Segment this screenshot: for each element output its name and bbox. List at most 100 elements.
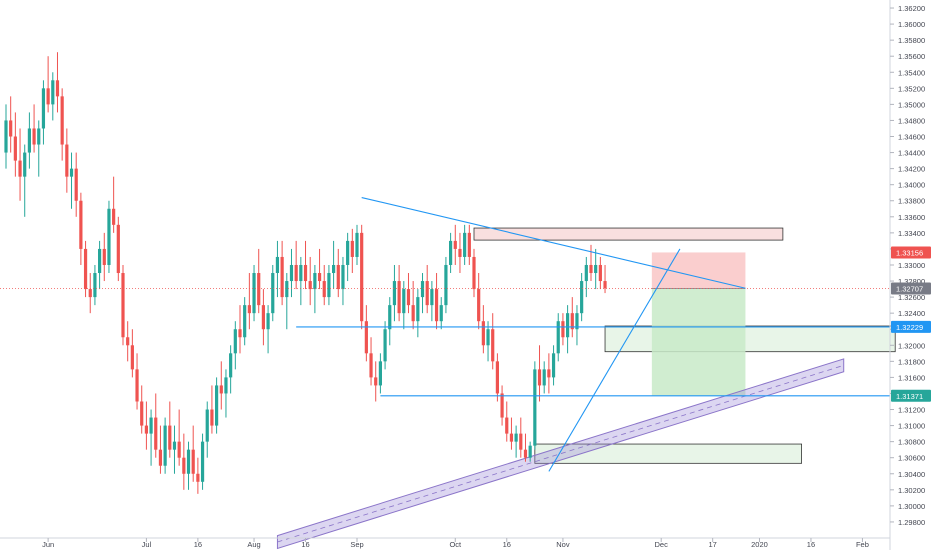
candle-bearish[interactable] bbox=[182, 433, 186, 490]
candle-bullish[interactable] bbox=[556, 313, 560, 362]
candle-bearish[interactable] bbox=[397, 264, 401, 322]
candle-bullish[interactable] bbox=[514, 425, 518, 458]
candle-bearish[interactable] bbox=[350, 228, 354, 274]
candle-bullish[interactable] bbox=[224, 369, 228, 418]
candle-bearish[interactable] bbox=[154, 393, 158, 458]
candle-bearish[interactable] bbox=[196, 457, 200, 494]
candle-bearish[interactable] bbox=[116, 216, 120, 282]
candle-bullish[interactable] bbox=[163, 417, 167, 474]
candle-bullish[interactable] bbox=[243, 297, 247, 346]
candle-bullish[interactable] bbox=[463, 224, 467, 265]
candle-bearish[interactable] bbox=[481, 305, 485, 354]
resistance-zone[interactable] bbox=[473, 227, 784, 241]
candle-bullish[interactable] bbox=[580, 273, 584, 322]
candle-bearish[interactable] bbox=[60, 88, 64, 161]
candle-bearish[interactable] bbox=[561, 313, 565, 346]
candle-bearish[interactable] bbox=[210, 385, 214, 434]
candle-bearish[interactable] bbox=[603, 264, 607, 294]
candle-bearish[interactable] bbox=[83, 240, 88, 298]
candle-bearish[interactable] bbox=[467, 224, 471, 265]
candle-bearish[interactable] bbox=[79, 192, 83, 265]
candle-bearish[interactable] bbox=[112, 176, 116, 233]
candle-bearish[interactable] bbox=[453, 224, 457, 265]
candle-bearish[interactable] bbox=[491, 313, 495, 370]
candle-bullish[interactable] bbox=[486, 321, 490, 362]
candle-bullish[interactable] bbox=[299, 256, 303, 306]
candle-bearish[interactable] bbox=[369, 337, 373, 386]
candle-bullish[interactable] bbox=[542, 361, 546, 394]
support-zone[interactable] bbox=[604, 325, 896, 353]
candle-bullish[interactable] bbox=[430, 281, 434, 322]
candle-bullish[interactable] bbox=[444, 256, 448, 314]
candle-bearish[interactable] bbox=[322, 264, 326, 306]
candle-bullish[interactable] bbox=[200, 433, 205, 490]
candle-bullish[interactable] bbox=[355, 224, 359, 265]
candle-bearish[interactable] bbox=[140, 385, 144, 434]
candle-bullish[interactable] bbox=[392, 264, 397, 322]
candle-bearish[interactable] bbox=[238, 305, 242, 354]
candle-bearish[interactable] bbox=[126, 321, 130, 362]
candle-bearish[interactable] bbox=[191, 425, 195, 482]
candle-bullish[interactable] bbox=[93, 264, 97, 306]
take-profit-zone[interactable] bbox=[651, 288, 746, 396]
candle-bullish[interactable] bbox=[37, 120, 41, 177]
candle-bearish[interactable] bbox=[336, 248, 340, 298]
candle-bullish[interactable] bbox=[205, 401, 209, 458]
candle-bearish[interactable] bbox=[18, 128, 22, 201]
candle-bullish[interactable] bbox=[229, 345, 233, 394]
candle-bearish[interactable] bbox=[598, 256, 602, 290]
candle-bearish[interactable] bbox=[88, 273, 92, 314]
candle-bullish[interactable] bbox=[27, 112, 31, 169]
price-axis[interactable]: 1.36200 1.36000 1.35800 1.35600 1.35400 1.352… bbox=[889, 0, 925, 550]
candle-bearish[interactable] bbox=[472, 248, 476, 298]
candle-bearish[interactable] bbox=[477, 273, 481, 330]
candle-bearish[interactable] bbox=[434, 273, 439, 330]
candle-bearish[interactable] bbox=[537, 345, 542, 402]
trendline[interactable] bbox=[548, 248, 681, 472]
candle-bullish[interactable] bbox=[186, 441, 191, 490]
candle-bearish[interactable] bbox=[458, 232, 462, 274]
candle-bullish[interactable] bbox=[575, 305, 579, 346]
ascending-channel[interactable] bbox=[276, 358, 845, 550]
candle-bullish[interactable] bbox=[449, 232, 453, 274]
candle-bullish[interactable] bbox=[420, 273, 425, 314]
candle-bullish[interactable] bbox=[594, 248, 598, 290]
candle-bullish[interactable] bbox=[275, 240, 280, 298]
candle-bearish[interactable] bbox=[505, 401, 509, 442]
candle-bullish[interactable] bbox=[215, 377, 219, 434]
candle-bearish[interactable] bbox=[589, 244, 593, 282]
candle-bullish[interactable] bbox=[402, 281, 406, 330]
candle-bullish[interactable] bbox=[528, 441, 532, 462]
time-axis[interactable]: Jun Jul 16 Aug 16 Sep Oct 16 Nov Dec 17 2020 16 Feb bbox=[0, 537, 890, 549]
candle-bearish[interactable] bbox=[219, 361, 223, 410]
candle-bearish[interactable] bbox=[13, 112, 17, 177]
candle-bearish[interactable] bbox=[317, 248, 322, 290]
candle-bearish[interactable] bbox=[32, 104, 36, 153]
candle-bullish[interactable] bbox=[233, 321, 237, 370]
support-zone[interactable] bbox=[534, 443, 803, 464]
candle-bearish[interactable] bbox=[495, 353, 499, 402]
candle-bullish[interactable] bbox=[551, 345, 556, 386]
candle-bullish[interactable] bbox=[98, 240, 102, 290]
candle-bearish[interactable] bbox=[261, 289, 265, 346]
candle-bearish[interactable] bbox=[55, 52, 60, 113]
candle-bullish[interactable] bbox=[51, 72, 55, 121]
candle-bearish[interactable] bbox=[130, 329, 134, 378]
candle-bullish[interactable] bbox=[41, 80, 46, 145]
candle-bullish[interactable] bbox=[4, 104, 8, 169]
candle-bearish[interactable] bbox=[374, 361, 378, 402]
candle-bullish[interactable] bbox=[378, 353, 382, 394]
candle-bullish[interactable] bbox=[285, 273, 289, 330]
candle-bearish[interactable] bbox=[303, 240, 308, 290]
candle-bearish[interactable] bbox=[509, 417, 514, 450]
candle-bearish[interactable] bbox=[74, 152, 78, 217]
candle-bearish[interactable] bbox=[168, 401, 172, 458]
candle-bearish[interactable] bbox=[158, 425, 163, 474]
candle-bearish[interactable] bbox=[425, 264, 429, 314]
candle-bearish[interactable] bbox=[102, 232, 106, 282]
candle-bullish[interactable] bbox=[252, 264, 256, 322]
candle-bearish[interactable] bbox=[308, 256, 312, 306]
candle-bearish[interactable] bbox=[406, 273, 411, 314]
candle-bullish[interactable] bbox=[23, 144, 27, 217]
